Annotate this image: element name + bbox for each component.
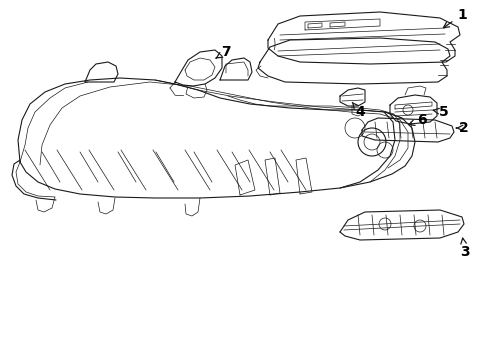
Text: 3: 3 xyxy=(460,238,470,259)
Text: 1: 1 xyxy=(443,8,467,28)
Text: 6: 6 xyxy=(409,113,427,127)
Text: 2: 2 xyxy=(456,121,469,135)
Text: 7: 7 xyxy=(216,45,231,59)
Text: 4: 4 xyxy=(352,102,365,119)
Text: 5: 5 xyxy=(433,105,449,119)
